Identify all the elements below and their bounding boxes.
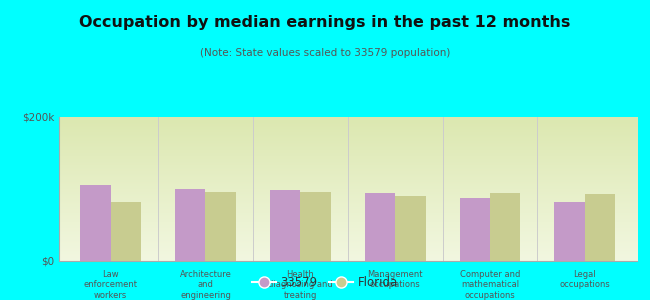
Bar [300,192,331,261]
Bar [554,202,585,261]
Bar [205,192,236,261]
Bar [365,193,395,261]
Text: Management
occupations: Management occupations [367,270,423,290]
Text: Architecture
and
engineering
occupations: Architecture and engineering occupations [179,270,231,300]
Bar [490,193,521,261]
Legend: 33579, Florida: 33579, Florida [248,272,402,294]
Text: Health
diagnosing and
treating
practitioners
and other
technical
occupations: Health diagnosing and treating practitio… [268,270,333,300]
Bar [175,189,205,261]
Text: Occupation by median earnings in the past 12 months: Occupation by median earnings in the pas… [79,15,571,30]
Bar [111,202,141,261]
Bar [270,190,300,261]
Text: Law
enforcement
workers
including
supervisors: Law enforcement workers including superv… [84,270,138,300]
Bar [460,198,490,261]
Text: Legal
occupations: Legal occupations [560,270,610,290]
Text: Computer and
mathematical
occupations: Computer and mathematical occupations [460,270,520,300]
Bar [585,194,615,261]
Text: (Note: State values scaled to 33579 population): (Note: State values scaled to 33579 popu… [200,48,450,58]
Bar [395,196,426,261]
Bar [81,185,110,261]
